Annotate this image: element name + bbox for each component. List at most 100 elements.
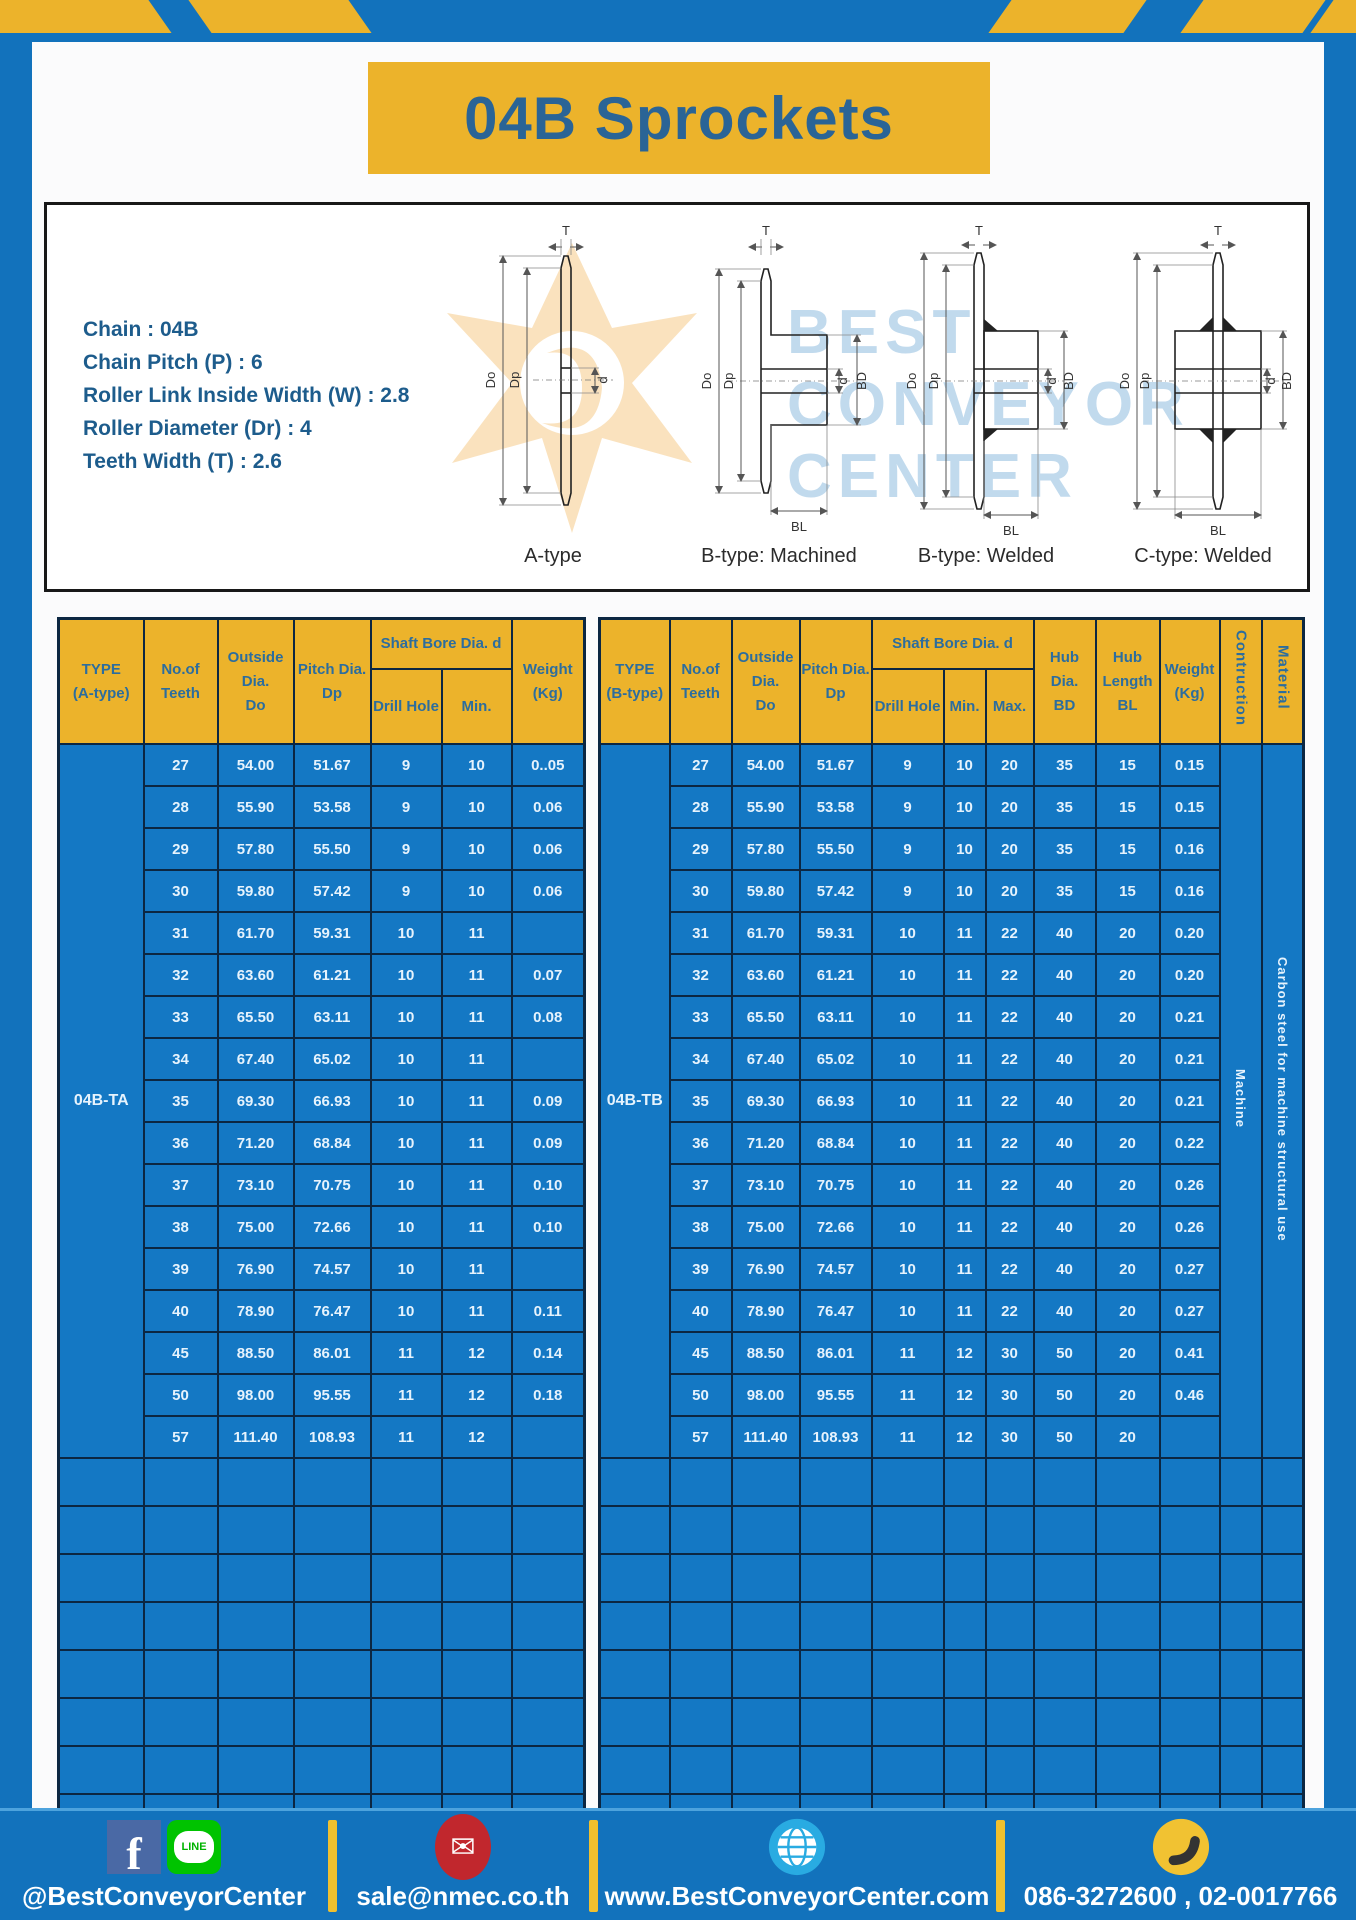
table-cell: 75.00	[730, 1205, 801, 1249]
table-cell: 40	[1032, 953, 1097, 997]
empty-cell	[1094, 1649, 1161, 1699]
empty-table-row	[57, 1649, 586, 1699]
table-cell: 40	[142, 1289, 219, 1333]
table-cell: 76.90	[216, 1247, 295, 1291]
empty-cell	[292, 1745, 372, 1795]
table-row: 40 78.90 76.47 10 11 0.11	[59, 1289, 586, 1333]
table-cell: 108.93	[798, 1415, 873, 1459]
table-cell: 30	[984, 1373, 1035, 1417]
empty-cell	[142, 1697, 219, 1747]
table-cell: 0.15	[1158, 743, 1221, 787]
table-cell: 11	[440, 995, 513, 1039]
dim-label-bl: BL	[791, 519, 807, 534]
empty-cell	[1218, 1553, 1263, 1603]
empty-cell	[984, 1745, 1035, 1795]
empty-cell	[440, 1505, 513, 1555]
spec-line: Chain : 04B	[83, 318, 199, 341]
footer-social-icons: f LINE	[107, 1817, 221, 1877]
table-cell: 59.80	[216, 869, 295, 913]
table-cell: 9	[870, 827, 945, 871]
empty-cell	[984, 1457, 1035, 1507]
globe-icon[interactable]	[767, 1817, 827, 1877]
footer-phone-numbers[interactable]: 086-3272600 , 02-0017766	[1023, 1881, 1338, 1911]
table-cell: 33	[668, 995, 733, 1039]
table-cell: 73.10	[730, 1163, 801, 1207]
table-cell: 31	[668, 911, 733, 955]
chain-specs: Chain : 04B Chain Pitch (P) : 6 Roller L…	[83, 313, 409, 478]
empty-table-row	[57, 1697, 586, 1747]
empty-cell	[668, 1601, 733, 1651]
table-cell: 20	[984, 743, 1035, 787]
table-cell: 11	[440, 1121, 513, 1165]
table-cell: 22	[984, 1121, 1035, 1165]
table-cell: 0.06	[510, 785, 586, 829]
diagram-panel: BEST CONVEYOR CENTER Chain : 04B Chain P…	[44, 202, 1310, 592]
empty-cell	[598, 1697, 671, 1747]
dim-label-t: T	[762, 223, 770, 238]
table-cell: 32	[142, 953, 219, 997]
empty-cell	[142, 1505, 219, 1555]
empty-cell	[216, 1601, 295, 1651]
empty-cell	[1260, 1745, 1305, 1795]
table-cell: 10	[369, 1037, 443, 1081]
empty-cell	[440, 1649, 513, 1699]
empty-cell	[668, 1505, 733, 1555]
table-cell: 39	[668, 1247, 733, 1291]
table-cell: 68.84	[798, 1121, 873, 1165]
empty-table-row	[598, 1649, 1305, 1699]
empty-cell	[798, 1745, 873, 1795]
table-row: 34 67.40 65.02 10 11 22 40 20 0.21	[600, 1037, 1304, 1081]
table-row: 38 75.00 72.66 10 11 0.10	[59, 1205, 586, 1249]
table-row: 45 88.50 86.01 11 12 0.14	[59, 1331, 586, 1375]
table-cell: 10	[942, 869, 987, 913]
table-cell: 9	[369, 743, 443, 787]
empty-cell	[510, 1649, 586, 1699]
col-header-hub-dia: Hub Dia. BD	[1032, 617, 1097, 745]
empty-cell	[598, 1505, 671, 1555]
table-cell: 40	[1032, 1121, 1097, 1165]
table-row: 04B-TA 27 54.00 51.67 9 10 0..05	[57, 743, 586, 1459]
table-cell: 20	[1094, 911, 1161, 955]
footer-phone-section: 086-3272600 , 02-0017766	[1005, 1811, 1356, 1920]
empty-cell	[1032, 1457, 1097, 1507]
empty-cell	[730, 1745, 801, 1795]
mail-icon[interactable]: ✉	[435, 1814, 491, 1880]
footer-email[interactable]: sale@nmec.co.th	[356, 1881, 570, 1911]
empty-cell	[292, 1649, 372, 1699]
footer-social-handle[interactable]: @BestConveyorCenter	[22, 1881, 306, 1911]
table-cell: 40	[1032, 1289, 1097, 1333]
footer-website-section: www.BestConveyorCenter.com	[598, 1811, 996, 1920]
table-cell: 59.31	[798, 911, 873, 955]
footer-website[interactable]: www.BestConveyorCenter.com	[604, 1881, 990, 1911]
facebook-icon[interactable]: f	[107, 1820, 161, 1877]
table-cell: 30	[984, 1415, 1035, 1459]
col-header-drill-hole: Drill Hole	[369, 668, 443, 745]
table-cell: 63.60	[216, 953, 295, 997]
table-row: 35 69.30 66.93 10 11 0.09	[59, 1079, 586, 1123]
phone-icon[interactable]	[1151, 1817, 1211, 1877]
empty-cell	[730, 1649, 801, 1699]
empty-cell	[142, 1457, 219, 1507]
table-row: 32 63.60 61.21 10 11 22 40 20 0.20	[600, 953, 1304, 997]
empty-cell	[984, 1649, 1035, 1699]
empty-cell	[510, 1697, 586, 1747]
empty-cell	[1218, 1457, 1263, 1507]
table-cell: 10	[369, 1163, 443, 1207]
dim-label-t: T	[1214, 223, 1222, 238]
table-cell: 108.93	[292, 1415, 372, 1459]
empty-cell	[798, 1553, 873, 1603]
table-cell: 20	[1094, 1205, 1161, 1249]
empty-cell	[216, 1649, 295, 1699]
empty-cell	[598, 1601, 671, 1651]
empty-cell	[1032, 1505, 1097, 1555]
table-cell: 53.58	[292, 785, 372, 829]
table-cell: 53.58	[798, 785, 873, 829]
dim-label-d: d	[1044, 377, 1059, 384]
col-header-min: Min.	[440, 668, 513, 745]
table-cell: 0.09	[510, 1079, 586, 1123]
col-header-min: Min.	[942, 668, 987, 745]
line-icon[interactable]: LINE	[167, 1820, 221, 1874]
empty-cell	[870, 1745, 945, 1795]
table-row: 38 75.00 72.66 10 11 22 40 20 0.26	[600, 1205, 1304, 1249]
empty-cell	[984, 1601, 1035, 1651]
